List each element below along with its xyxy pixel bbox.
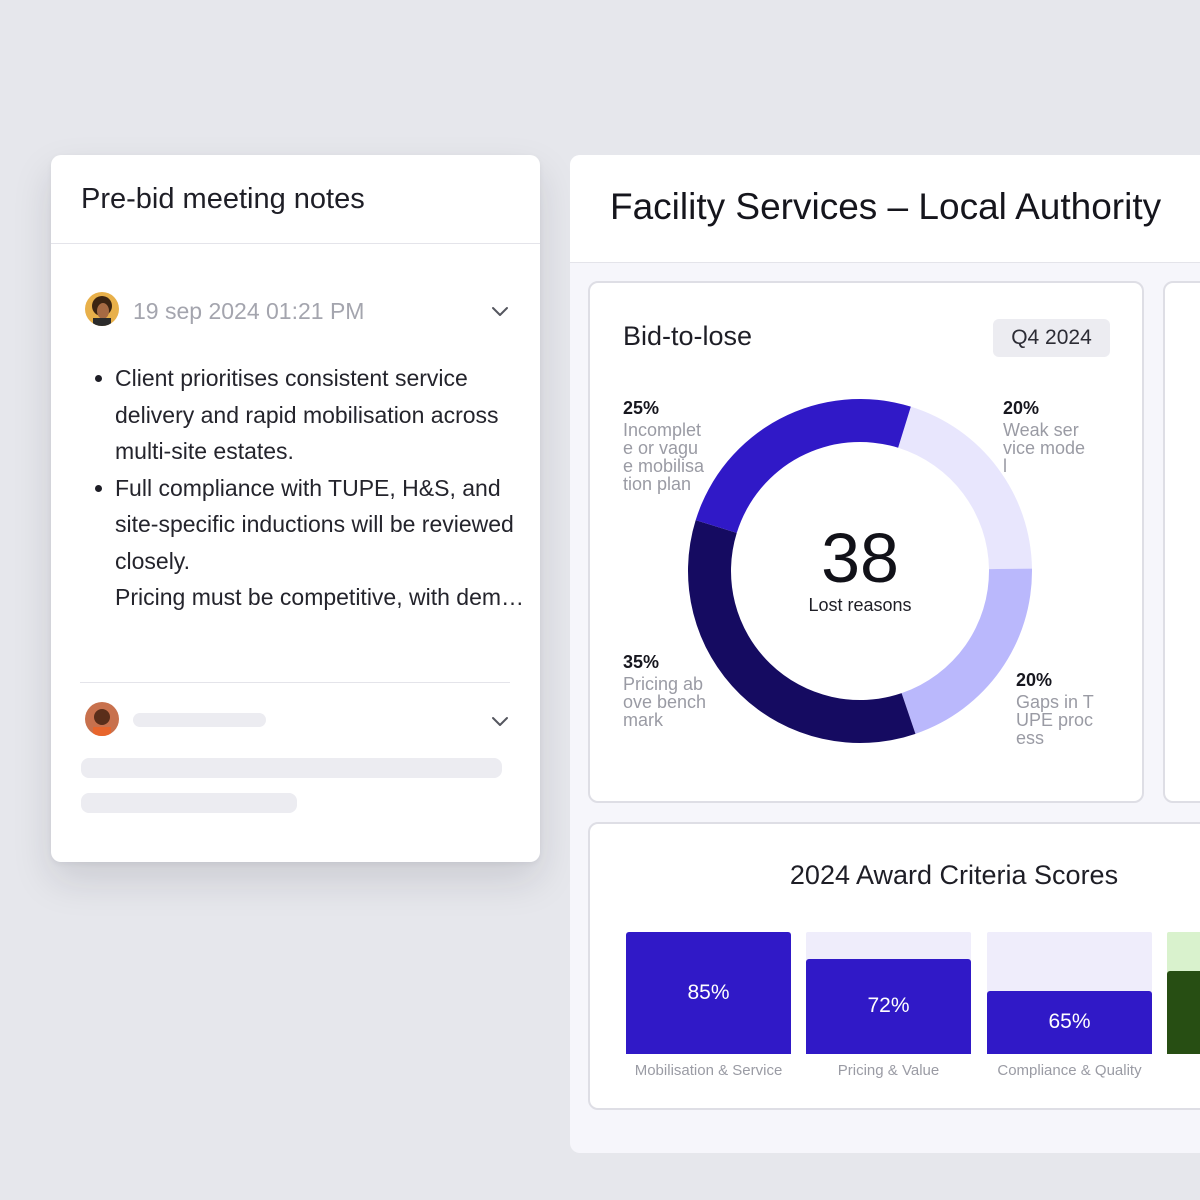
- card-title: Bid-to-lose: [623, 321, 753, 351]
- bar-value-label: 85%: [687, 981, 730, 1004]
- bar-track: 85%: [626, 932, 791, 1054]
- note-timestamp: 19 sep 2024 01:21 PM: [133, 298, 365, 324]
- chevron-down-icon[interactable]: [489, 710, 511, 732]
- panel-header: Facility Services – Local Authority: [570, 155, 1200, 263]
- tender-panel: Facility Services – Local Authority Bid-…: [570, 155, 1200, 1153]
- slice-percent: 35%: [623, 652, 660, 672]
- donut-total: 38: [821, 519, 899, 597]
- loading-placeholder: [133, 713, 266, 727]
- slice-label: Weak service model: [1003, 420, 1086, 476]
- divider: [80, 682, 510, 683]
- list-item: Pricing must be competitive, with demons…: [115, 579, 525, 616]
- slice-label: Pricing above benchmark: [623, 674, 707, 730]
- bar-category-label: Mobilisation & Service: [634, 1062, 783, 1079]
- period-selector[interactable]: Q4 2024: [993, 319, 1110, 357]
- note-entry-header-collapsed[interactable]: [85, 702, 511, 738]
- donut-slice: [695, 399, 911, 533]
- secondary-card: [1163, 281, 1200, 803]
- bar-track: 65%: [987, 932, 1152, 1054]
- divider: [51, 243, 540, 244]
- bar-track: 72%: [806, 932, 971, 1054]
- avatar: [85, 702, 119, 736]
- donut-total-label: Lost reasons: [808, 595, 912, 615]
- bar: 65%: [987, 990, 1152, 1054]
- note-entry-header[interactable]: 19 sep 2024 01:21 PM: [85, 292, 511, 328]
- bid-to-lose-card: Bid-to-lose Q4 2024 38 Lost reasons 25% …: [588, 281, 1144, 803]
- donut-slice: [688, 520, 916, 743]
- list-item: Full compliance with TUPE, H&S, and site…: [95, 470, 525, 580]
- award-criteria-card: 2024 Award Criteria Scores 85% Mobilisati…: [588, 822, 1200, 1110]
- donut-chart: [688, 399, 1032, 743]
- bar: 72%: [806, 958, 971, 1054]
- avatar: [85, 292, 119, 326]
- slice-percent: 20%: [1016, 670, 1053, 690]
- donut-slice: [901, 568, 1032, 734]
- slice-label: Gaps in TUPE process: [1016, 692, 1094, 748]
- bar-category-label: Compliance & Quality: [997, 1062, 1142, 1079]
- bar-value-label: 65%: [1048, 1010, 1091, 1034]
- slice-percent: 25%: [623, 398, 660, 418]
- card-title: 2024 Award Criteria Scores: [789, 860, 1119, 890]
- list-item: Client prioritises consistent service de…: [95, 360, 525, 470]
- note-bullet-list: Client prioritises consistent service de…: [95, 360, 525, 616]
- bar: [1167, 971, 1200, 1054]
- notes-title: Pre-bid meeting notes: [81, 183, 365, 215]
- loading-placeholder: [81, 793, 297, 813]
- bar: 85%: [626, 932, 791, 1054]
- slice-label: Incomplete or vague mobilisation plan: [623, 420, 705, 494]
- chevron-down-icon[interactable]: [489, 300, 511, 322]
- bar-track: [1167, 932, 1200, 1054]
- loading-placeholder: [81, 758, 502, 778]
- bar-category-label: Pricing & Value: [837, 1062, 940, 1079]
- donut-slice: [898, 406, 1032, 570]
- meeting-notes-card: Pre-bid meeting notes 19 sep 2024 01:21 …: [51, 155, 540, 862]
- donut-center: 38 Lost reasons: [760, 523, 960, 616]
- page-title: Facility Services – Local Authority: [610, 186, 1162, 227]
- slice-percent: 20%: [1003, 398, 1040, 418]
- bar-value-label: 72%: [867, 994, 910, 1018]
